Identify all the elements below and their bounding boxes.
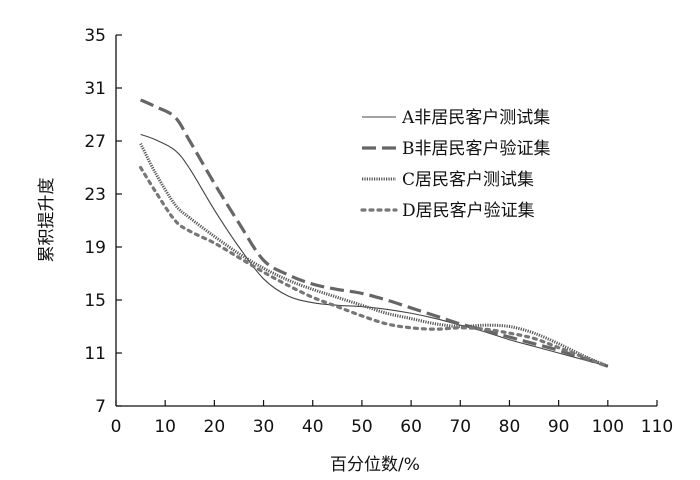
- y-tick-label: 15: [84, 291, 106, 311]
- x-tick-label: 20: [204, 417, 226, 437]
- x-tick-label: 90: [548, 417, 570, 437]
- x-tick-label: 100: [592, 417, 624, 437]
- y-tick-label: 7: [95, 397, 106, 417]
- x-tick-label: 0: [111, 417, 122, 437]
- x-tick-label: 60: [400, 417, 422, 437]
- y-tick-label: 19: [84, 238, 106, 258]
- series-line-d: [138, 165, 610, 368]
- legend-label-b: B非居民客户验证集: [402, 139, 551, 159]
- series-layer: [138, 98, 610, 368]
- x-tick-label: 110: [641, 417, 673, 437]
- legend-label-a: A非居民客户测试集: [401, 108, 550, 128]
- legend-label-d: D居民客户验证集: [402, 201, 535, 221]
- y-tick-label: 11: [84, 344, 106, 364]
- x-tick-label: 50: [351, 417, 373, 437]
- x-axis-title: 百分位数/%: [330, 455, 420, 475]
- y-tick-label: 23: [84, 185, 106, 205]
- series-line-a: [140, 133, 608, 367]
- series-line-b: [139, 98, 609, 368]
- y-tick-label: 27: [84, 132, 106, 152]
- legend: A非居民客户测试集 B非居民客户验证集 C居民客户测试集 D居民客户验证集: [360, 108, 551, 221]
- y-axis-title: 累积提升度: [37, 178, 57, 263]
- y-tick-label: 35: [84, 26, 106, 46]
- x-tick-label: 80: [499, 417, 521, 437]
- x-tick-label: 30: [253, 417, 275, 437]
- y-tick-label: 31: [84, 79, 106, 99]
- x-tick-label: 40: [302, 417, 324, 437]
- x-tick-label: 70: [449, 417, 471, 437]
- legend-label-c: C居民客户测试集: [402, 170, 534, 190]
- x-tick-label: 10: [154, 417, 176, 437]
- axes: 7 11 15 19 23 27 31 35 0 10 20 30 40 50 60 70 80 90 100 110: [84, 26, 673, 437]
